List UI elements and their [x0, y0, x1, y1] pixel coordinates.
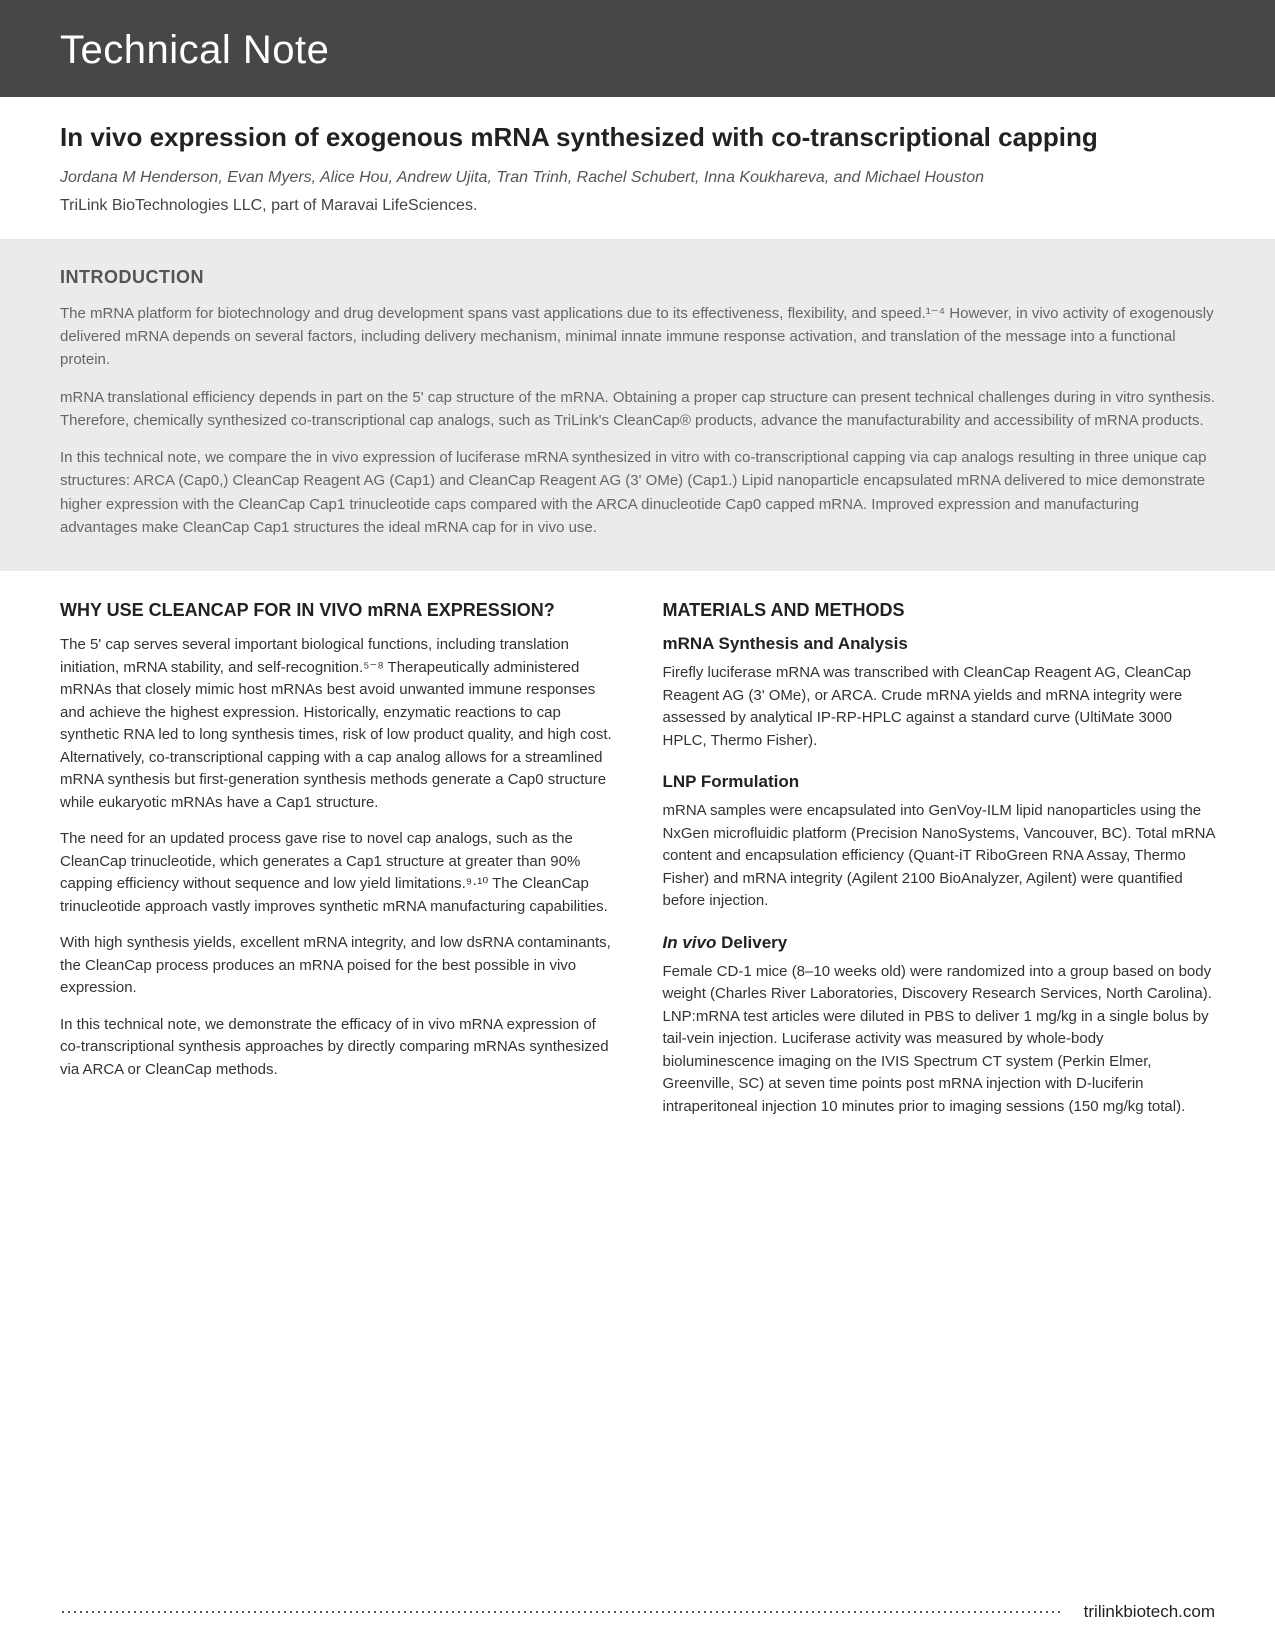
left-p2: The need for an updated process gave ris…: [60, 828, 613, 918]
left-p4: In this technical note, we demonstrate t…: [60, 1014, 613, 1082]
intro-p1: The mRNA platform for biotechnology and …: [60, 302, 1215, 372]
intro-p2: mRNA translational efficiency depends in…: [60, 386, 1215, 433]
right-p1: Firefly luciferase mRNA was transcribed …: [663, 662, 1216, 752]
introduction-box: INTRODUCTION The mRNA platform for biote…: [0, 239, 1275, 571]
affiliation: TriLink BioTechnologies LLC, part of Mar…: [60, 197, 1215, 215]
right-p2: mRNA samples were encapsulated into GenV…: [663, 800, 1216, 913]
sub-invivo-delivery: In vivo Delivery: [663, 933, 1216, 953]
authors: Jordana M Henderson, Evan Myers, Alice H…: [60, 169, 1215, 187]
footer-site: trilinkbiotech.com: [1084, 1602, 1215, 1622]
left-column: WHY USE CLEANCAP FOR IN VIVO mRNA EXPRES…: [60, 599, 613, 1132]
sub-mrna-synthesis: mRNA Synthesis and Analysis: [663, 634, 1216, 654]
two-column-layout: WHY USE CLEANCAP FOR IN VIVO mRNA EXPRES…: [60, 599, 1215, 1132]
materials-heading: MATERIALS AND METHODS: [663, 599, 1216, 622]
why-cleancap-heading: WHY USE CLEANCAP FOR IN VIVO mRNA EXPRES…: [60, 599, 613, 622]
intro-heading: INTRODUCTION: [60, 267, 1215, 288]
left-p3: With high synthesis yields, excellent mR…: [60, 932, 613, 1000]
invivo-italic: In vivo: [663, 933, 717, 952]
footer-dots: [60, 1610, 1064, 1614]
banner-title: Technical Note: [60, 28, 1215, 73]
footer: trilinkbiotech.com: [0, 1602, 1275, 1622]
content-area: In vivo expression of exogenous mRNA syn…: [0, 97, 1275, 1132]
left-p1: The 5' cap serves several important biol…: [60, 634, 613, 814]
right-p3: Female CD-1 mice (8–10 weeks old) were r…: [663, 961, 1216, 1119]
delivery-suffix: Delivery: [716, 933, 787, 952]
sub-lnp-formulation: LNP Formulation: [663, 772, 1216, 792]
right-column: MATERIALS AND METHODS mRNA Synthesis and…: [663, 599, 1216, 1132]
intro-p3: In this technical note, we compare the i…: [60, 446, 1215, 539]
article-title: In vivo expression of exogenous mRNA syn…: [60, 121, 1215, 155]
header-banner: Technical Note: [0, 0, 1275, 97]
